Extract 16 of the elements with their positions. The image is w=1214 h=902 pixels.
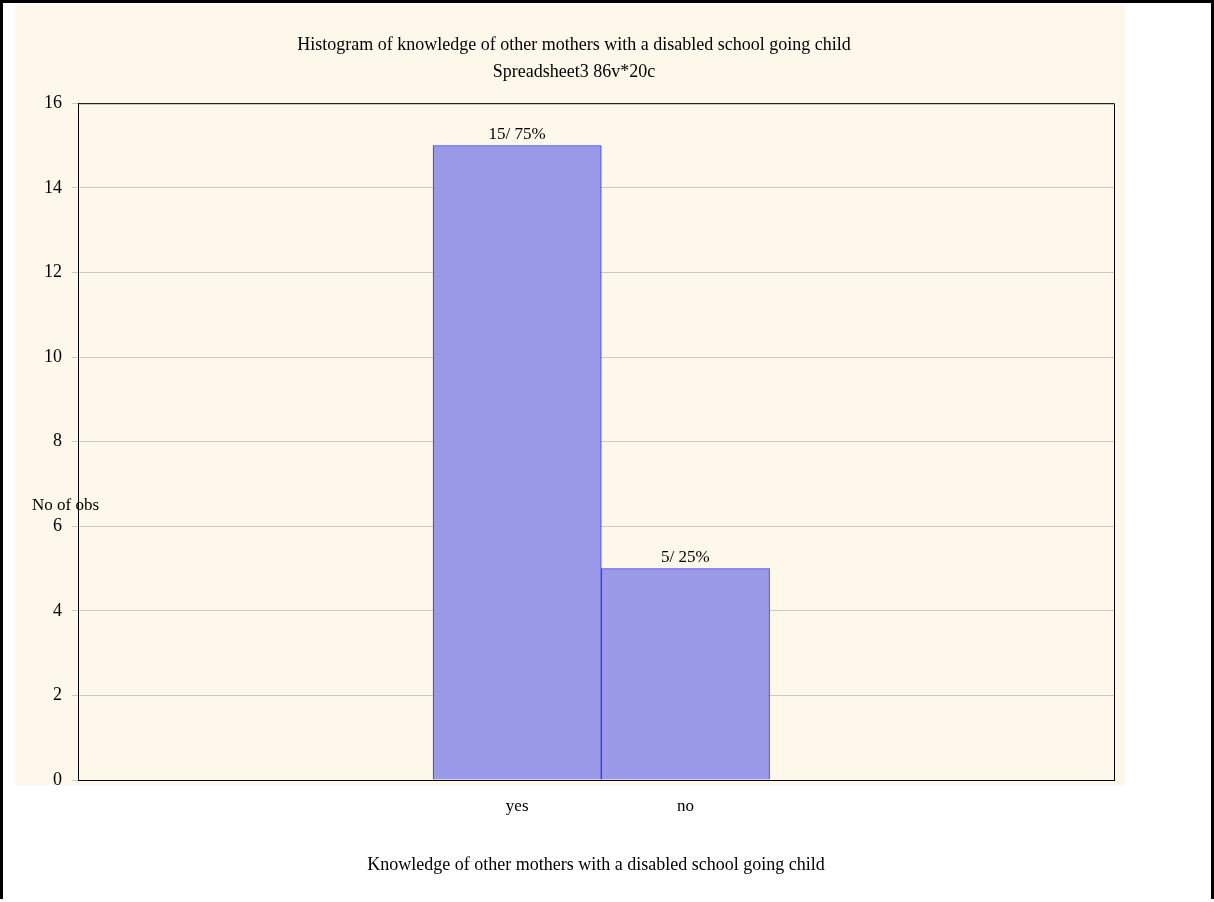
y-tick-label: 4 [53,599,62,620]
chart-subtitle: Spreadsheet3 86v*20c [492,61,656,82]
data-label: 15/ 75% [488,124,546,144]
y-tick-label: 16 [44,91,62,112]
y-tick-label: 8 [53,430,62,451]
data-label: 5/ 25% [661,547,710,567]
chart-title: Histogram of knowledge of other mothers with a disabled school going child [297,33,851,54]
x-tick-label: no [676,795,694,815]
y-tick-label: 6 [53,514,62,535]
y-tick-label: 10 [44,345,62,366]
x-tick-label: yes [505,795,529,815]
y-tick-label: 14 [44,176,62,197]
y-tick-label: 2 [53,684,62,705]
y-tick-label: 0 [53,768,62,789]
y-tick-label: 12 [44,261,62,282]
x-axis-title: Knowledge of other mothers with a disabled school going child [367,853,825,874]
